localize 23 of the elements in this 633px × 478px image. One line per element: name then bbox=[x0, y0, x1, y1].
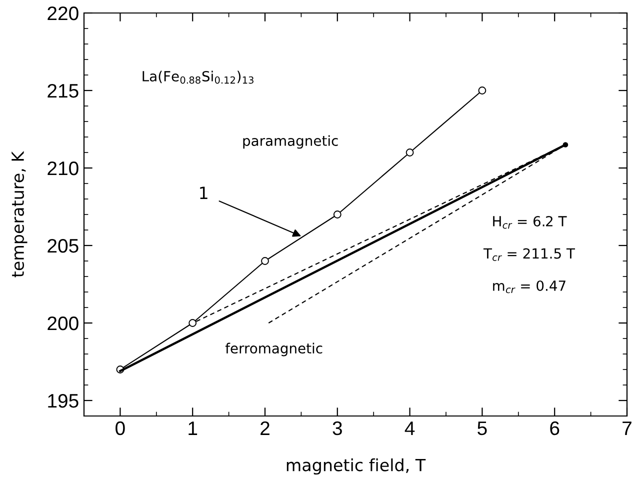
annotation: T$_{cr}$ = 211.5 T bbox=[483, 248, 575, 261]
y-tick-label: 205 bbox=[48, 238, 78, 253]
annotation: H$_{cr}$ = 6.2 T bbox=[493, 216, 567, 229]
x-tick-label: 7 bbox=[622, 422, 632, 435]
x-tick-label: 4 bbox=[404, 422, 415, 435]
y-tick-label: 215 bbox=[48, 84, 78, 98]
y-tick-label: 200 bbox=[48, 316, 78, 330]
x-tick-label: 1 bbox=[188, 422, 198, 435]
x-tick-label: 0 bbox=[116, 421, 125, 436]
annotation: 1 bbox=[200, 186, 208, 199]
x-tick-label: 5 bbox=[478, 422, 487, 436]
annotation: paramagnetic bbox=[243, 135, 338, 149]
annotation: La(Fe$_{0.88}$Si$_{0.12}$)$_{13}$ bbox=[142, 70, 254, 84]
x-axis-title: magnetic field, T bbox=[286, 458, 426, 475]
y-tick-label: 195 bbox=[48, 394, 78, 408]
x-tick-label: 3 bbox=[332, 421, 342, 436]
y-tick-label: 220 bbox=[48, 6, 78, 20]
annotation: m$_{cr}$ = 0.47 bbox=[493, 280, 566, 294]
y-tick-label: 210 bbox=[48, 161, 78, 176]
annotation: ferromagnetic bbox=[225, 342, 322, 356]
x-tick-label: 2 bbox=[260, 421, 270, 435]
x-tick-label: 6 bbox=[550, 421, 560, 436]
y-axis-title: temperature, K bbox=[12, 151, 28, 278]
